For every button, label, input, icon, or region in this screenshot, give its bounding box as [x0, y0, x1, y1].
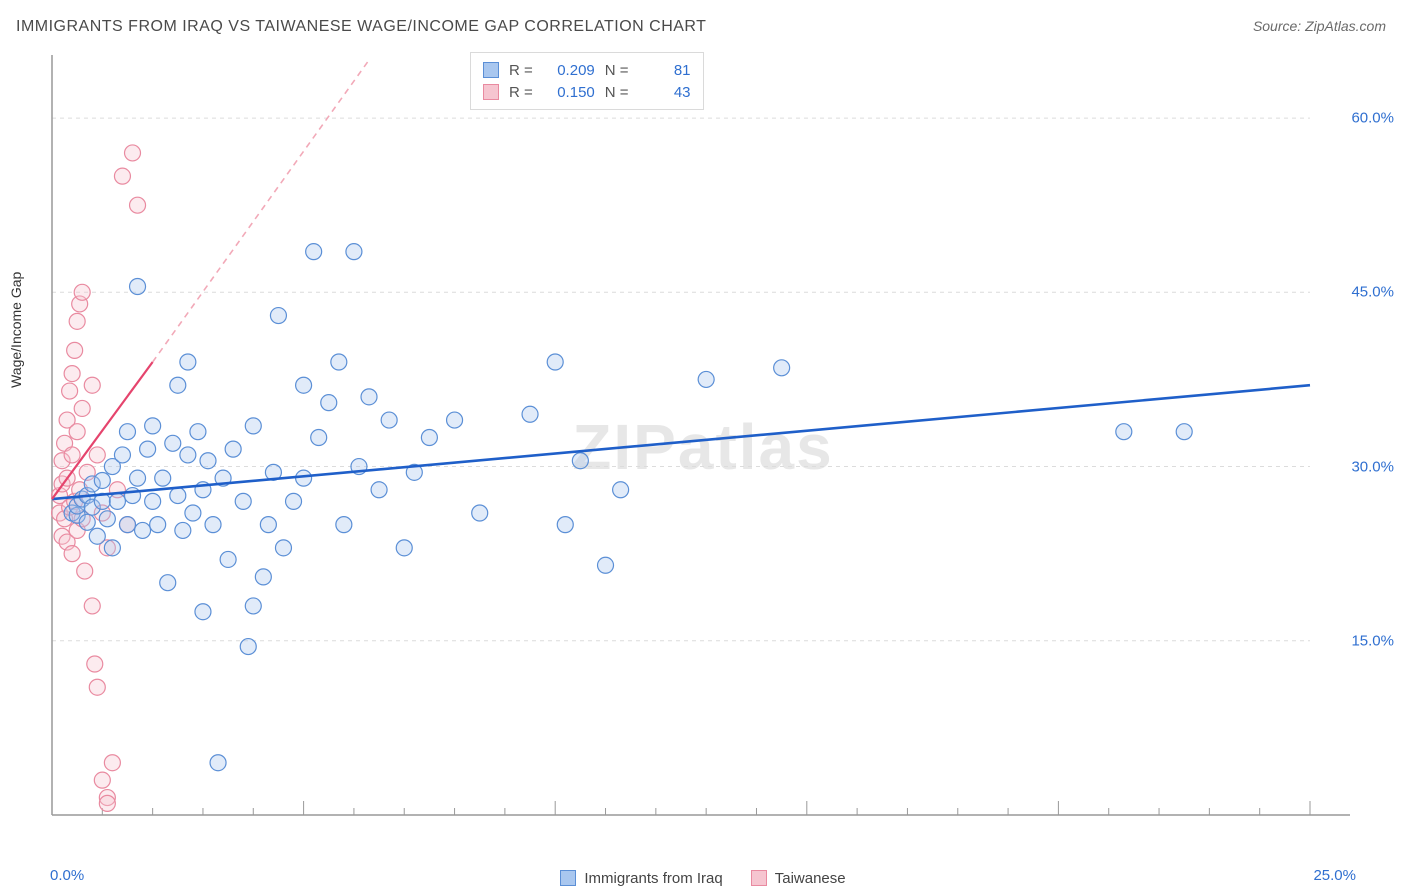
- source-credit: Source: ZipAtlas.com: [1253, 18, 1386, 34]
- legend-r-label: R =: [509, 62, 533, 79]
- y-tick-label: 30.0%: [1351, 458, 1394, 475]
- legend-correlation: R = 0.209 N = 81 R = 0.150 N = 43: [470, 52, 704, 110]
- legend-r-value-taiwanese: 0.150: [543, 84, 595, 101]
- legend-n-value-iraq: 81: [639, 62, 691, 79]
- legend-n-label: N =: [605, 62, 629, 79]
- legend-swatch-taiwanese: [751, 870, 767, 886]
- legend-series: Immigrants from Iraq Taiwanese: [0, 864, 1406, 892]
- legend-n-label: N =: [605, 84, 629, 101]
- legend-label-taiwanese: Taiwanese: [775, 870, 846, 887]
- legend-r-value-iraq: 0.209: [543, 62, 595, 79]
- legend-label-iraq: Immigrants from Iraq: [584, 870, 722, 887]
- legend-swatch-iraq: [560, 870, 576, 886]
- y-axis-label: Wage/Income Gap: [8, 272, 24, 388]
- y-tick-label: 15.0%: [1351, 632, 1394, 649]
- legend-swatch-taiwanese: [483, 84, 499, 100]
- legend-r-label: R =: [509, 84, 533, 101]
- legend-n-value-taiwanese: 43: [639, 84, 691, 101]
- chart-title: IMMIGRANTS FROM IRAQ VS TAIWANESE WAGE/I…: [16, 18, 706, 36]
- x-axis-min-label: 0.0%: [50, 867, 84, 884]
- y-tick-label: 60.0%: [1351, 110, 1394, 127]
- legend-swatch-iraq: [483, 62, 499, 78]
- scatter-plot: [50, 50, 1355, 845]
- y-tick-label: 45.0%: [1351, 284, 1394, 301]
- x-axis-max-label: 25.0%: [1313, 867, 1356, 884]
